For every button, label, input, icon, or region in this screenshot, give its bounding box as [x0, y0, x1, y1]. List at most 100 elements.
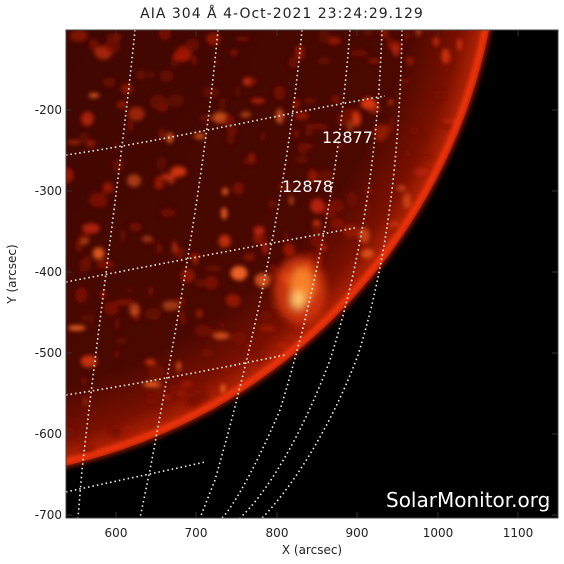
emission-patch [434, 90, 446, 100]
emission-patch [221, 207, 228, 220]
emission-patch [120, 228, 126, 243]
emission-patch [318, 30, 331, 44]
plot-title: AIA 304 Å 4-Oct-2021 23:24:29.129 [140, 6, 424, 22]
emission-patch [380, 30, 389, 39]
emission-patch [302, 97, 317, 104]
emission-patch [329, 218, 345, 229]
emission-patch [81, 111, 94, 127]
emission-patch [213, 59, 219, 65]
image-area: 12877 12878 SolarMonitor.org [66, 30, 558, 518]
x-tick-label: 1000 [423, 526, 454, 540]
emission-patch [120, 425, 135, 442]
emission-patch [415, 30, 421, 37]
emission-patch [373, 124, 390, 137]
y-tick-label: -300 [35, 184, 62, 198]
emission-patch [343, 224, 360, 239]
emission-patch [126, 288, 133, 293]
emission-patch [80, 377, 88, 385]
emission-patch [193, 132, 206, 140]
emission-patch [143, 382, 162, 387]
emission-patch [103, 77, 116, 88]
emission-patch [154, 175, 164, 190]
emission-patch [259, 324, 276, 332]
emission-patch [148, 364, 165, 380]
emission-patch [374, 134, 387, 142]
emission-patch [253, 226, 265, 236]
emission-patch [229, 49, 239, 56]
emission-patch [115, 317, 120, 330]
emission-patch [127, 120, 134, 132]
emission-patch [112, 159, 124, 172]
emission-patch [350, 49, 369, 57]
emission-patch [294, 156, 309, 164]
emission-patch [175, 45, 192, 62]
emission-patch [392, 43, 400, 57]
emission-patch [88, 93, 100, 98]
emission-patch [212, 111, 228, 124]
emission-patch [194, 389, 209, 401]
active-region-label-12878: 12878 [282, 177, 333, 196]
emission-patch [273, 85, 286, 100]
emission-patch [267, 200, 278, 209]
emission-patch [164, 394, 171, 401]
emission-patch [70, 30, 88, 43]
emission-patch [162, 300, 180, 311]
emission-patch [199, 115, 213, 122]
emission-patch [82, 255, 91, 272]
emission-patch [310, 198, 325, 214]
emission-patch [120, 83, 133, 95]
emission-patch [226, 133, 235, 145]
emission-patch [85, 139, 96, 148]
emission-patch [305, 122, 313, 137]
emission-patch [172, 240, 177, 254]
emission-patch [233, 181, 244, 196]
heliographic-grid [66, 30, 403, 518]
x-tick-label: 700 [185, 526, 208, 540]
emission-patch [331, 94, 341, 104]
emission-patch [82, 223, 100, 234]
emission-patch [219, 97, 226, 110]
emission-patch [409, 127, 420, 136]
emission-patch [232, 331, 246, 345]
emission-patch [66, 426, 75, 438]
emission-patch [327, 37, 341, 45]
emission-patch [347, 120, 353, 133]
emission-patch [144, 359, 156, 365]
emission-patch [181, 381, 193, 387]
emission-patch [158, 30, 171, 41]
emission-patch [260, 131, 266, 142]
emission-patch [402, 193, 412, 209]
emission-patch [359, 227, 370, 244]
emission-patch [80, 355, 98, 368]
emission-patch [346, 191, 357, 207]
emission-patch [67, 325, 86, 331]
y-tick-label: -200 [35, 103, 62, 117]
emission-patch [114, 349, 119, 359]
emission-patch [194, 278, 206, 288]
emission-patch [83, 396, 88, 406]
emission-network [66, 30, 462, 455]
emission-patch [432, 36, 440, 47]
emission-patch [240, 111, 252, 118]
emission-patch [319, 245, 327, 251]
emission-patch [221, 187, 229, 196]
y-tick-label: -700 [35, 508, 62, 522]
emission-patch [404, 150, 412, 157]
emission-patch [268, 264, 278, 278]
emission-patch [75, 287, 88, 303]
emission-patch [96, 260, 115, 269]
emission-patch [226, 126, 238, 135]
emission-patch [144, 308, 162, 321]
emission-patch [102, 182, 114, 194]
emission-patch [109, 424, 122, 438]
emission-patch [177, 380, 182, 394]
emission-patch [112, 301, 119, 314]
plot-frame [65, 29, 559, 519]
emission-patch [97, 192, 108, 209]
emission-patch [204, 275, 218, 290]
y-tick-label: -600 [35, 427, 62, 441]
emission-patch [115, 299, 133, 306]
emission-patch [242, 78, 251, 86]
emission-patch [167, 94, 185, 108]
